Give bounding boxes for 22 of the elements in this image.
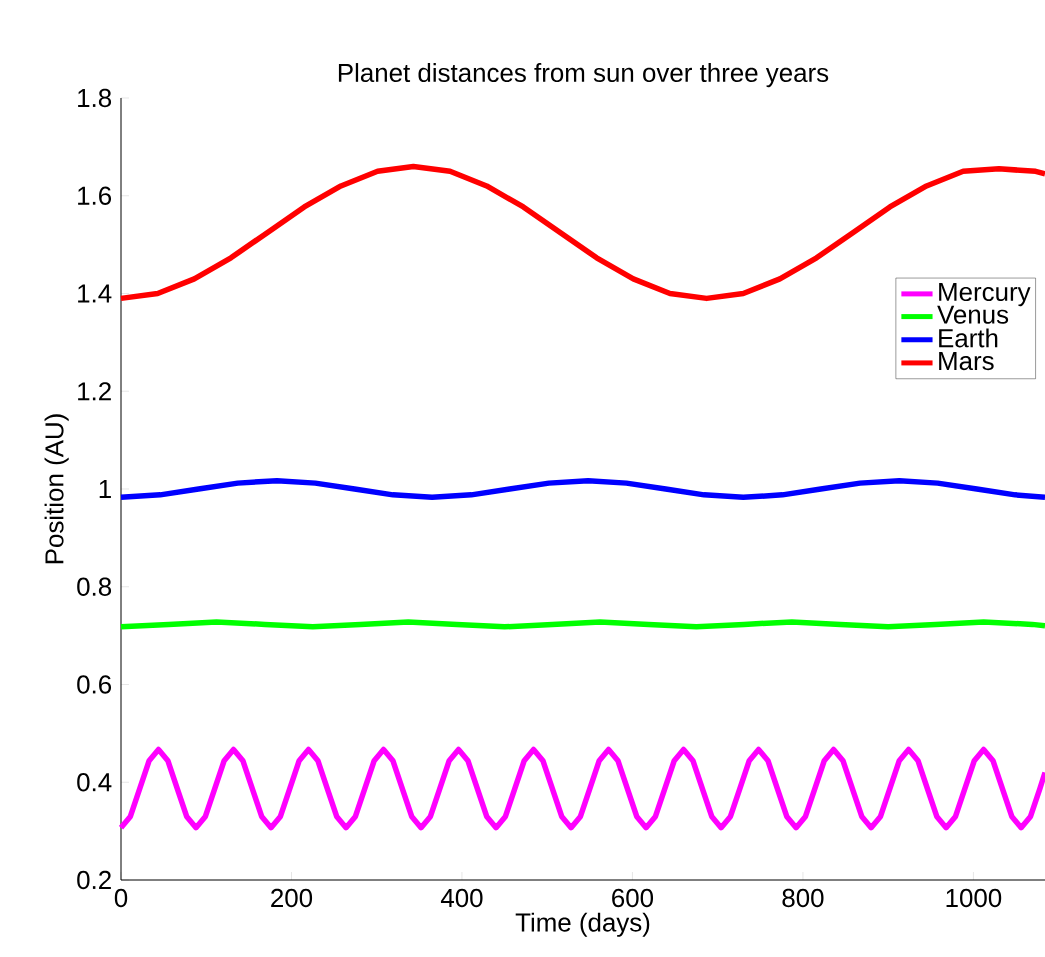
legend-label: Mercury: [939, 283, 1031, 307]
x-tick-label: 1000: [946, 888, 1002, 908]
x-tick-label: 600: [612, 888, 654, 908]
y-tick-label: 1: [99, 480, 111, 498]
y-axis-title: Position (AU): [44, 414, 69, 564]
x-tick-label: 0: [114, 888, 128, 908]
x-tick-label: 800: [782, 888, 824, 908]
y-tick-label: 0.6: [77, 675, 112, 694]
y-tick-label: 0.2: [77, 870, 111, 890]
y-tick-label: 1.4: [78, 284, 112, 303]
x-tick-label: 400: [440, 888, 483, 908]
y-tick-label: 0.8: [77, 577, 112, 596]
y-tick-label: 1.6: [78, 186, 112, 205]
x-axis-title: Time (days): [515, 912, 650, 937]
x-tick-label: 200: [271, 888, 313, 908]
y-tick-label: 1.8: [78, 88, 112, 108]
y-tick-label: 0.4: [77, 773, 112, 792]
y-tick-label: 1.2: [78, 382, 111, 401]
legend-label: Earth: [939, 328, 998, 348]
chart-title: Planet distances from sun over three years: [338, 63, 829, 88]
legend-label: Venus: [937, 305, 1009, 324]
legend-label: Mars: [939, 352, 994, 371]
